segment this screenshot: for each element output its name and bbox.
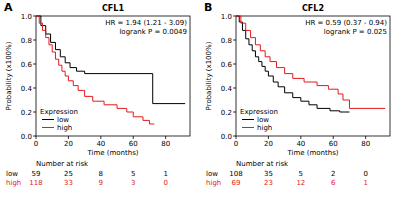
legend-title: Expression bbox=[40, 108, 78, 116]
x-tick bbox=[68, 136, 69, 139]
risk-value: 69 bbox=[232, 179, 241, 187]
risk-value: 2 bbox=[331, 170, 335, 178]
y-tick bbox=[233, 88, 236, 89]
annotation: HR = 0.59 (0.37 - 0.94) bbox=[305, 19, 387, 27]
y-axis-label: Probability (x100%) bbox=[205, 41, 213, 110]
risk-row-label: low bbox=[6, 170, 18, 178]
x-tick bbox=[268, 136, 269, 139]
x-tick bbox=[165, 136, 166, 139]
x-tick-label: 60 bbox=[329, 140, 338, 148]
x-tick bbox=[133, 136, 134, 139]
x-tick-label: 0 bbox=[34, 140, 38, 148]
panel-label: A bbox=[4, 1, 13, 14]
risk-value: 12 bbox=[296, 179, 305, 187]
risk-value: 59 bbox=[32, 170, 41, 178]
risk-value: 0 bbox=[163, 179, 167, 187]
risk-value: 35 bbox=[264, 170, 273, 178]
plot-frame bbox=[36, 16, 190, 136]
risk-value: 33 bbox=[64, 179, 73, 187]
x-tick bbox=[236, 136, 237, 139]
risk-value: 8 bbox=[99, 170, 103, 178]
x-tick-label: 80 bbox=[161, 140, 170, 148]
x-tick-label: 0 bbox=[234, 140, 238, 148]
risk-value: 3 bbox=[131, 179, 135, 187]
risk-title: Number at risk bbox=[36, 160, 89, 168]
y-tick-label: 0.2 bbox=[21, 109, 32, 117]
legend-label: high bbox=[257, 124, 272, 132]
x-tick-label: 20 bbox=[264, 140, 273, 148]
y-tick-label: 0.0 bbox=[221, 133, 232, 141]
x-axis-label: Time (months) bbox=[86, 149, 138, 157]
chart-title: CFL2 bbox=[302, 4, 324, 13]
risk-value: 5 bbox=[131, 170, 135, 178]
y-tick-label: 0.4 bbox=[221, 85, 233, 93]
risk-row-label: high bbox=[206, 179, 221, 187]
legend-swatch bbox=[242, 127, 254, 128]
x-tick-label: 60 bbox=[129, 140, 138, 148]
legend-swatch bbox=[42, 127, 54, 128]
y-tick bbox=[33, 136, 36, 137]
y-axis-label: Probability (x100%) bbox=[5, 41, 13, 110]
annotation: logrank P = 0.025 bbox=[324, 28, 387, 36]
risk-value: 6 bbox=[331, 179, 336, 187]
annotation: logrank P = 0.0049 bbox=[119, 28, 187, 36]
risk-value: 1 bbox=[363, 179, 367, 187]
risk-value: 25 bbox=[64, 170, 73, 178]
y-tick-label: 0.8 bbox=[21, 37, 32, 45]
x-tick bbox=[36, 136, 37, 139]
risk-value: 118 bbox=[29, 179, 42, 187]
x-tick-label: 80 bbox=[361, 140, 370, 148]
y-tick bbox=[33, 112, 36, 113]
x-tick-label: 40 bbox=[296, 140, 305, 148]
y-tick bbox=[233, 40, 236, 41]
chart-title: CFL1 bbox=[102, 4, 124, 13]
legend-label: high bbox=[57, 124, 72, 132]
risk-value: 5 bbox=[299, 170, 303, 178]
panel: BCFL20.00.20.40.60.81.0020406080Time (mo… bbox=[204, 1, 390, 187]
panel: ACFL10.00.20.40.60.81.0020406080Time (mo… bbox=[4, 1, 190, 187]
legend-label: low bbox=[257, 116, 269, 124]
panel-label: B bbox=[204, 1, 212, 14]
y-tick bbox=[233, 64, 236, 65]
risk-row-label: low bbox=[206, 170, 218, 178]
x-tick bbox=[100, 136, 101, 139]
y-tick bbox=[33, 40, 36, 41]
y-tick bbox=[33, 64, 36, 65]
x-axis-label: Time (months) bbox=[286, 149, 338, 157]
plot-frame bbox=[236, 16, 390, 136]
y-tick-label: 0.8 bbox=[221, 37, 232, 45]
risk-row-label: high bbox=[6, 179, 21, 187]
y-tick-label: 0.0 bbox=[21, 133, 32, 141]
annotation: HR = 1.94 (1.21 - 3.09) bbox=[105, 19, 187, 27]
risk-value: 1 bbox=[163, 170, 167, 178]
risk-value: 9 bbox=[99, 179, 103, 187]
risk-value: 0 bbox=[363, 170, 367, 178]
legend-label: low bbox=[57, 116, 69, 124]
risk-title: Number at risk bbox=[236, 160, 289, 168]
y-tick bbox=[33, 16, 36, 17]
x-tick-label: 40 bbox=[96, 140, 105, 148]
legend-swatch bbox=[242, 119, 254, 120]
y-tick-label: 0.2 bbox=[221, 109, 232, 117]
legend-title: Expression bbox=[240, 108, 278, 116]
risk-value: 23 bbox=[264, 179, 273, 187]
y-tick-label: 1.0 bbox=[21, 13, 32, 21]
risk-value: 108 bbox=[229, 170, 242, 178]
x-tick bbox=[365, 136, 366, 139]
y-tick bbox=[33, 88, 36, 89]
y-tick bbox=[233, 112, 236, 113]
y-tick-label: 1.0 bbox=[221, 13, 232, 21]
y-tick-label: 0.6 bbox=[221, 61, 233, 69]
y-tick-label: 0.6 bbox=[21, 61, 33, 69]
x-tick-label: 20 bbox=[64, 140, 73, 148]
y-tick-label: 0.4 bbox=[21, 85, 33, 93]
legend-swatch bbox=[42, 119, 54, 120]
figure: ACFL10.00.20.40.60.81.0020406080Time (mo… bbox=[0, 0, 400, 204]
y-tick bbox=[233, 136, 236, 137]
x-tick bbox=[333, 136, 334, 139]
x-tick bbox=[300, 136, 301, 139]
y-tick bbox=[233, 16, 236, 17]
